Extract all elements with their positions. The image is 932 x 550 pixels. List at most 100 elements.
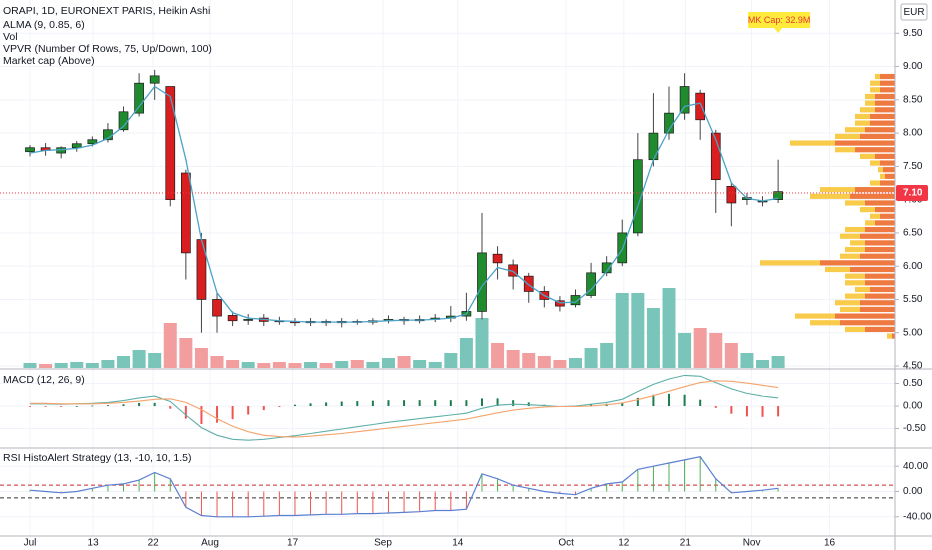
profile-down [840, 320, 895, 326]
y-tick-label: 0.00 [903, 401, 923, 412]
profile-down [855, 147, 895, 153]
profile-down [880, 160, 895, 166]
profile-down [865, 246, 895, 253]
profile-down [860, 300, 895, 306]
rsi-line [29, 456, 779, 518]
currency-label: EUR [903, 7, 924, 18]
profile-down [870, 286, 895, 293]
histogram-bar [29, 406, 32, 407]
histogram-bar [231, 406, 234, 420]
profile-down [875, 107, 895, 113]
candle-body [726, 185, 737, 204]
candle-body [679, 86, 690, 114]
x-tick-label: 12 [618, 538, 630, 549]
histogram-bar [745, 406, 748, 417]
candle-body [710, 132, 721, 181]
profile-down [865, 293, 895, 299]
profile-up [845, 127, 865, 133]
indicator-label: Market cap (Above) [3, 55, 95, 67]
profile-down [850, 193, 895, 199]
profile-down [865, 226, 895, 233]
main-pane [0, 69, 895, 368]
annotation-box [748, 12, 811, 28]
profile-down [875, 207, 895, 213]
profile-up [845, 226, 865, 233]
candle-body [632, 159, 643, 234]
profile-down [880, 213, 895, 219]
chart-title: ORAPI, 1D, EURONEXT PARIS, Heikin Ashi [3, 5, 210, 17]
volume-bar [366, 362, 380, 368]
profile-up [870, 87, 880, 93]
histogram-bar [449, 400, 452, 407]
profile-up [880, 173, 885, 179]
profile-up [840, 306, 860, 313]
profile-down [860, 306, 895, 313]
histogram-bar [621, 402, 624, 407]
histogram-bar [278, 406, 281, 407]
candle-body [134, 82, 144, 114]
pane-title: MACD (12, 26, 9) [3, 374, 85, 386]
profile-down [885, 173, 895, 179]
x-tick-label: Nov [743, 538, 761, 549]
profile-up [845, 273, 865, 279]
y-tick-label: -40.00 [903, 511, 932, 522]
indicator-label: Vol [3, 31, 18, 43]
profile-up [860, 153, 875, 159]
candle-body [149, 75, 160, 84]
volume-bar [444, 353, 458, 368]
volume-bar [600, 343, 614, 368]
volume-bar [491, 343, 505, 368]
y-tick-label: 8.00 [903, 128, 923, 139]
volume-bar [319, 363, 333, 368]
alma-line [29, 85, 779, 323]
profile-up [865, 220, 875, 226]
volume-bar [522, 353, 536, 368]
volume-bar [23, 363, 37, 368]
profile-up [825, 266, 850, 273]
profile-up [840, 253, 860, 259]
profile-up [820, 187, 855, 193]
macd-pane [29, 374, 780, 441]
profile-down [865, 326, 895, 333]
volume-bar [257, 363, 271, 368]
y-tick-label: 5.00 [903, 327, 923, 338]
volume-bar [194, 348, 208, 368]
volume-bar [163, 323, 177, 368]
y-tick-label: 9.00 [903, 61, 923, 72]
indicator-label: ALMA (9, 0.85, 6) [3, 19, 85, 31]
profile-up [845, 326, 865, 333]
histogram-bar [761, 406, 764, 417]
volume-bar [148, 353, 162, 368]
annotation-text: MK Cap: 32.9M [748, 15, 811, 25]
volume-bar [553, 360, 567, 368]
profile-down [865, 200, 895, 206]
volume-bar [272, 362, 286, 368]
volume-bar [631, 293, 645, 368]
volume-bar [210, 356, 224, 368]
profile-down [835, 140, 895, 146]
profile-up [845, 200, 865, 206]
profile-down [865, 280, 895, 286]
profile-up [860, 207, 875, 213]
y-tick-label: 4.50 [903, 361, 923, 372]
profile-down [870, 113, 895, 120]
y-tick-label: 7.50 [903, 161, 923, 172]
profile-down [875, 220, 895, 226]
y-tick-label: 0.00 [903, 486, 923, 497]
volume-bar [740, 353, 754, 368]
profile-up [810, 193, 850, 199]
volume-bar [506, 350, 520, 368]
profile-up [865, 93, 875, 100]
profile-up [865, 100, 875, 106]
volume-bar [428, 362, 442, 368]
profile-up [845, 293, 865, 299]
y-tick-label: 40.00 [903, 461, 928, 472]
candle-body [523, 275, 534, 292]
x-tick-label: Oct [558, 538, 574, 549]
profile-up [870, 160, 880, 166]
volume-bar [615, 293, 629, 368]
profile-down [883, 167, 895, 173]
histogram-bar [730, 406, 733, 414]
